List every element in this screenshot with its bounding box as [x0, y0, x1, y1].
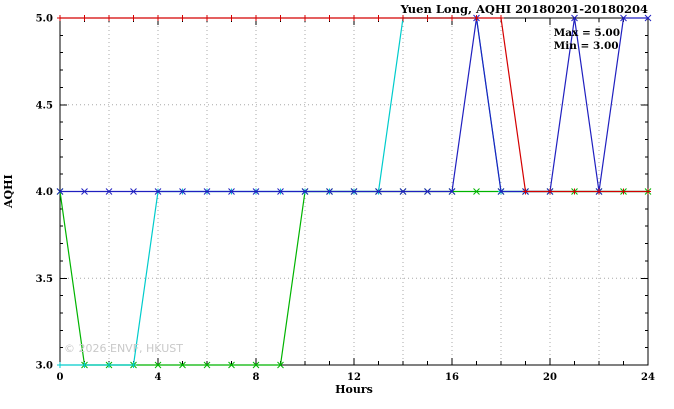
x-tick-label: 0 [57, 372, 64, 383]
marker-blue [228, 188, 235, 195]
x-axis-title: Hours [335, 383, 373, 396]
max-annotation: Max = 5.00 [553, 27, 620, 39]
marker-green [203, 361, 211, 369]
marker-blue [56, 188, 64, 195]
marker-green [473, 188, 480, 195]
x-tick-label: 20 [543, 372, 557, 383]
marker-blue [399, 188, 407, 195]
marker-blue [350, 188, 358, 195]
x-tick-label: 24 [641, 372, 655, 383]
marker-green [228, 361, 235, 369]
marker-blue [326, 188, 333, 195]
y-tick-label: 4.5 [36, 100, 53, 111]
marker-blue [203, 188, 211, 195]
marker-blue [375, 188, 382, 195]
marker-green [252, 361, 260, 369]
y-tick-label: 3.5 [36, 274, 53, 285]
x-tick-label: 8 [253, 372, 260, 383]
max-min-annotation: Max = 5.00 Min = 3.00 [554, 27, 620, 53]
marker-blue [81, 188, 88, 195]
marker-green [179, 361, 186, 369]
marker-blue [644, 14, 652, 22]
marker-blue [448, 188, 456, 195]
marker-blue [424, 188, 431, 195]
x-tick-label: 16 [445, 372, 459, 383]
y-axis-title: AQHI [2, 174, 15, 208]
marker-blue [130, 188, 137, 195]
marker-blue [105, 188, 113, 195]
marker-blue [497, 188, 505, 195]
marker-blue [179, 188, 186, 195]
marker-blue [571, 14, 578, 22]
y-tick-label: 5.0 [36, 14, 53, 25]
y-tick-label: 3.0 [36, 361, 53, 372]
marker-blue [301, 188, 309, 195]
chart-title: Yuen Long, AQHI 20180201-20180204 [400, 2, 648, 16]
watermark-text: © 2026 ENVF, HKUST [64, 342, 183, 355]
marker-blue [277, 188, 284, 195]
y-tick-label: 4.0 [36, 187, 53, 198]
marker-blue [252, 188, 260, 195]
marker-blue [154, 188, 162, 195]
marker-green [154, 361, 162, 369]
marker-green [277, 361, 284, 369]
x-tick-label: 4 [155, 372, 162, 383]
min-annotation: Min = 3.00 [553, 40, 619, 52]
x-tick-label: 12 [347, 372, 361, 383]
marker-blue [620, 14, 627, 22]
